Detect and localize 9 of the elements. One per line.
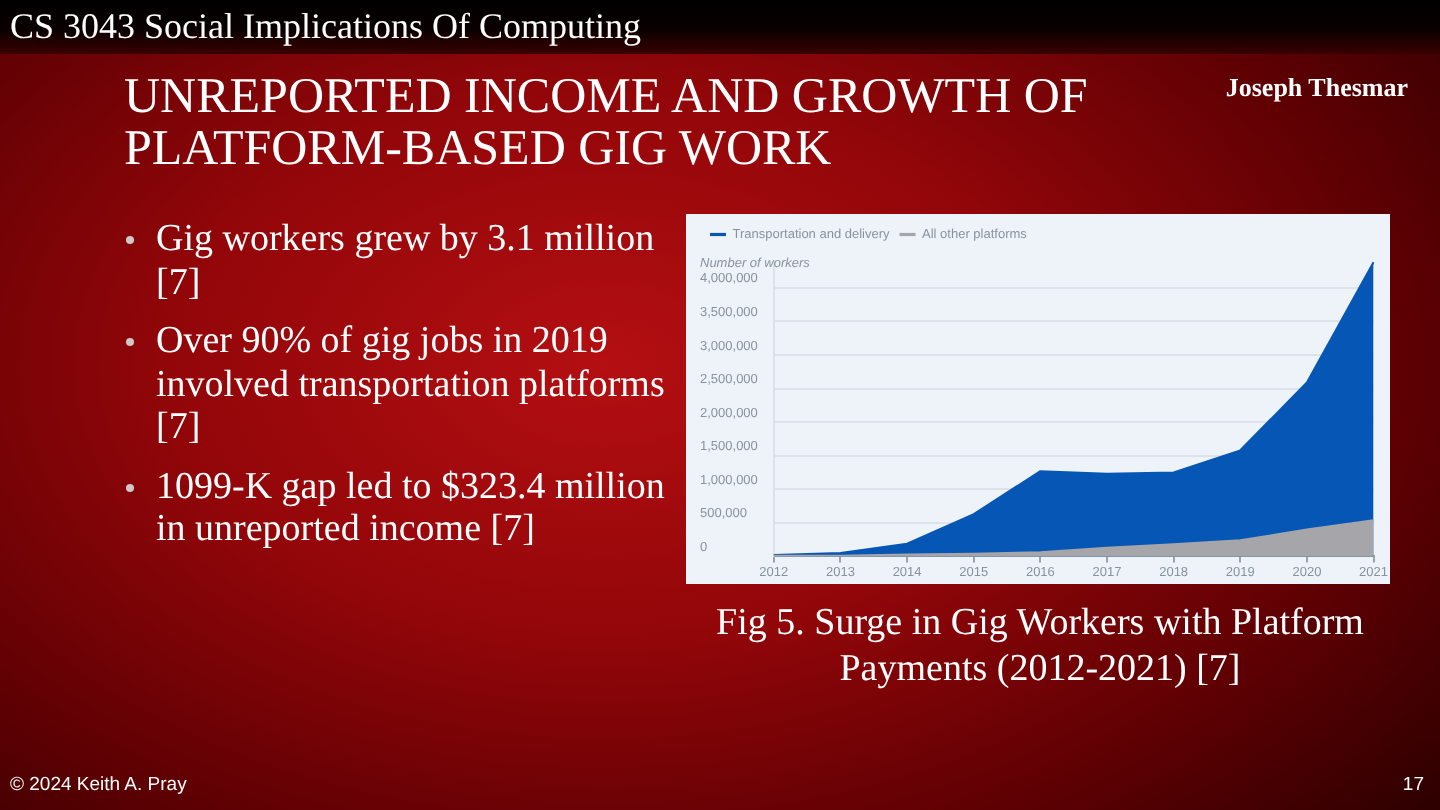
text: © 2024 Keith A. Pray [10, 774, 187, 796]
caption: Fig 5. Surge in Gig Workers with Platform Payments (2012-2021) [7] [714, 602, 1366, 692]
text: Gig workers grew by 3.1 million [7] [156, 218, 657, 304]
text: Joseph Thesmar [1225, 72, 1408, 102]
text: 1099-K gap led to $323.4 million in unreported income [7] [156, 465, 667, 551]
chart-title: UNREPORTED INCOME AND GROWTH OF PLATFORM-BASED GIG WORK [124, 70, 1090, 176]
text: Over 90% of gig jobs in 2019 involved transportation platforms [7] [156, 320, 667, 449]
text: 17 [1402, 774, 1424, 796]
text: CS 3043 Social Implications Of Computing [10, 6, 641, 46]
